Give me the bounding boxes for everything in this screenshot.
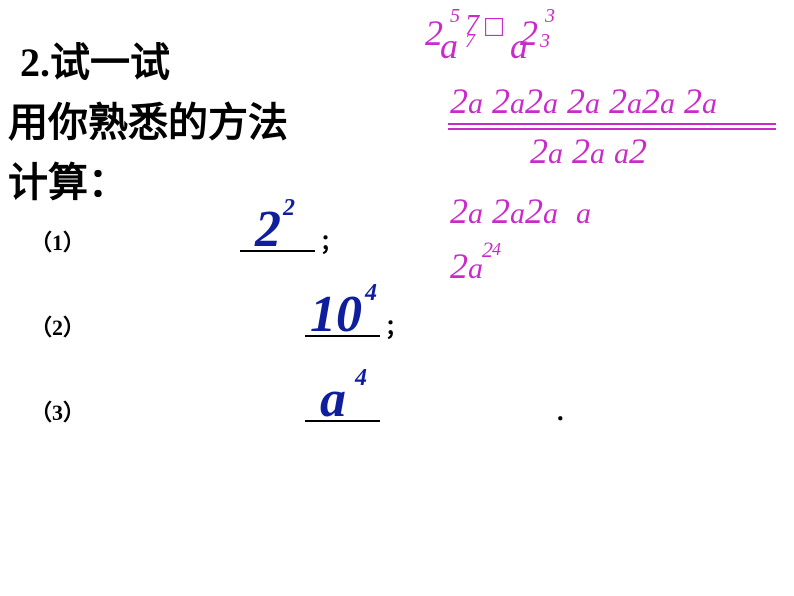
fraction-denominator: 2a 2a a2 — [530, 130, 647, 172]
title-line-3: 计算： — [8, 150, 128, 208]
topexpr-3b: 3 — [540, 30, 550, 53]
semicolon-2: ； — [385, 310, 407, 342]
answer-1-base: 2 — [255, 200, 281, 259]
fraction-line-1 — [448, 123, 776, 125]
answer-3-base: a — [320, 370, 346, 429]
problem-2-label: （2） — [30, 310, 85, 342]
topexpr-a-2: a — [510, 25, 528, 67]
expansion-row: 2a 2a2a a — [450, 190, 591, 232]
topexpr-5: 5 — [450, 5, 460, 28]
title-line-2: 用你熟悉的方法 — [8, 90, 288, 148]
problem-1-label: （1） — [30, 225, 85, 257]
problem-3-label: （3） — [30, 395, 85, 427]
topexpr-a-1: a — [440, 25, 458, 67]
answer-3-exp: 4 — [355, 365, 367, 392]
answer-2-exp: 4 — [365, 280, 377, 307]
topexpr-box: □ — [485, 10, 503, 44]
semicolon-1: ； — [320, 225, 342, 257]
answer-2-base: 10 — [310, 285, 362, 344]
title-line-1: 2.试一试 — [20, 30, 170, 88]
result-expression: 2a 2 4 — [450, 245, 483, 287]
topexpr-3a: 3 — [545, 5, 555, 28]
period-3: ． — [555, 395, 577, 427]
topexpr-7b: 7 — [465, 30, 475, 53]
answer-1-exp: 2 — [283, 195, 295, 222]
fraction-numerator: 2a 2a2a 2a 2a2a 2a — [450, 80, 717, 122]
